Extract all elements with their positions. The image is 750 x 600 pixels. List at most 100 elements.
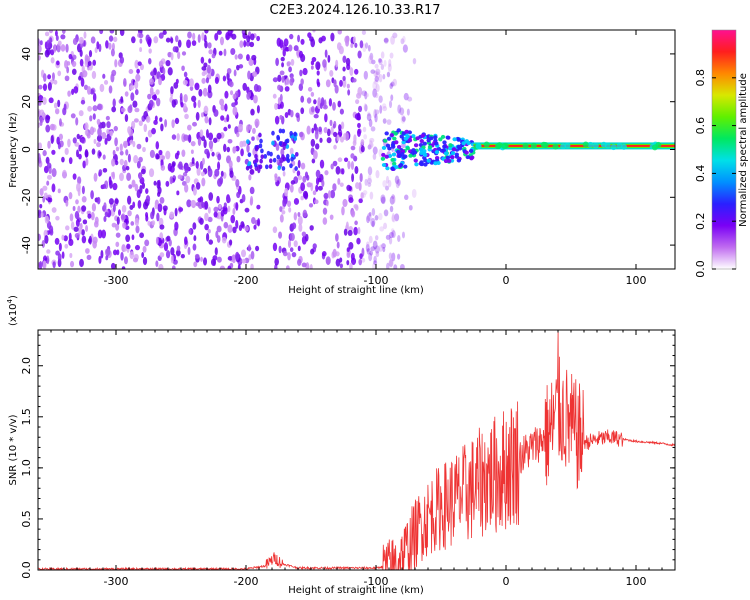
noise-speckle: [316, 70, 320, 76]
signal-blob: [289, 130, 293, 136]
noise-speckle: [136, 68, 140, 74]
noise-speckle: [116, 249, 120, 256]
noise-speckle: [214, 247, 218, 256]
noise-speckle: [212, 137, 218, 144]
noise-speckle: [79, 258, 84, 268]
noise-speckle: [228, 160, 233, 169]
noise-speckle: [297, 159, 301, 169]
noise-speckle: [61, 251, 65, 259]
noise-speckle: [195, 182, 201, 190]
noise-speckle: [201, 177, 206, 187]
noise-speckle: [208, 239, 214, 245]
noise-speckle: [280, 56, 285, 62]
noise-speckle: [375, 71, 380, 79]
signal-blob: [456, 158, 462, 163]
noise-speckle: [281, 210, 286, 215]
signal-blob: [440, 134, 446, 139]
noise-speckle: [158, 149, 163, 156]
noise-speckle: [324, 170, 329, 176]
noise-speckle: [145, 188, 149, 194]
noise-speckle: [339, 79, 343, 87]
noise-speckle: [108, 176, 112, 186]
noise-speckle: [300, 195, 304, 201]
noise-speckle: [123, 77, 127, 87]
noise-speckle: [232, 146, 237, 152]
noise-speckle: [396, 179, 401, 186]
noise-speckle: [374, 245, 380, 254]
signal-blob: [433, 161, 438, 166]
noise-speckle: [223, 48, 227, 57]
carrier-blob: [540, 141, 547, 148]
noise-speckle: [372, 262, 377, 269]
x-tick-label: -100: [364, 274, 389, 287]
noise-speckle: [142, 146, 146, 153]
noise-speckle: [205, 77, 210, 84]
noise-speckle: [72, 173, 77, 180]
noise-speckle: [298, 50, 304, 59]
noise-speckle: [343, 228, 348, 236]
noise-speckle: [196, 167, 201, 176]
noise-speckle: [242, 82, 248, 91]
noise-speckle: [354, 166, 359, 175]
snr-x-label: Height of straight line (km): [288, 585, 424, 596]
noise-speckle: [385, 175, 390, 184]
noise-speckle: [355, 99, 360, 105]
noise-speckle: [213, 109, 219, 117]
noise-speckle: [327, 190, 332, 199]
noise-speckle: [195, 161, 199, 169]
noise-speckle: [347, 229, 353, 236]
signal-blob: [448, 143, 453, 148]
noise-speckle: [78, 153, 82, 160]
noise-speckle: [204, 115, 209, 124]
noise-speckle: [85, 248, 90, 254]
noise-speckle: [81, 185, 85, 195]
noise-speckle: [372, 153, 377, 160]
noise-speckle: [136, 190, 140, 198]
noise-speckle: [80, 138, 85, 144]
noise-speckle: [170, 86, 174, 95]
signal-blob: [436, 146, 442, 151]
noise-speckle: [300, 38, 305, 45]
noise-speckle: [366, 215, 370, 224]
noise-speckle: [338, 124, 342, 132]
signal-blob: [443, 159, 449, 164]
noise-speckle: [45, 124, 51, 133]
noise-speckle: [62, 169, 67, 179]
noise-speckle: [309, 264, 313, 269]
noise-speckle: [38, 84, 43, 90]
noise-speckle: [233, 69, 237, 77]
noise-speckle: [279, 115, 283, 120]
noise-speckle: [207, 228, 211, 234]
noise-speckle: [329, 69, 334, 77]
noise-speckle: [352, 36, 356, 44]
noise-speckle: [375, 170, 380, 179]
noise-speckle: [386, 71, 391, 78]
noise-speckle: [98, 43, 102, 53]
noise-speckle: [341, 168, 345, 175]
noise-speckle: [103, 79, 109, 85]
noise-speckle: [235, 251, 240, 261]
noise-speckle: [339, 136, 344, 143]
noise-speckle: [226, 68, 232, 75]
noise-speckle: [38, 55, 41, 61]
signal-blob: [423, 162, 428, 167]
noise-speckle: [172, 46, 178, 53]
noise-speckle: [346, 63, 351, 71]
noise-speckle: [84, 149, 89, 158]
signal-blob: [419, 162, 424, 167]
colorbar-frame: [711, 29, 737, 270]
noise-speckle: [103, 202, 107, 210]
noise-speckle: [248, 58, 254, 66]
noise-speckle: [162, 30, 167, 35]
noise-speckle: [100, 249, 104, 259]
noise-speckle: [369, 142, 374, 148]
noise-speckle: [227, 196, 231, 203]
y-tick-label: 40: [20, 47, 33, 61]
colorbar-fill: [712, 30, 736, 269]
noise-speckle: [96, 141, 101, 148]
spectrogram-y-label: Frequency (Hz): [8, 112, 19, 188]
snr-x-axis: -300 -200 -100 0 100: [50, 330, 676, 588]
noise-speckle: [159, 224, 165, 230]
noise-speckle: [401, 116, 406, 122]
noise-speckle: [119, 172, 124, 182]
